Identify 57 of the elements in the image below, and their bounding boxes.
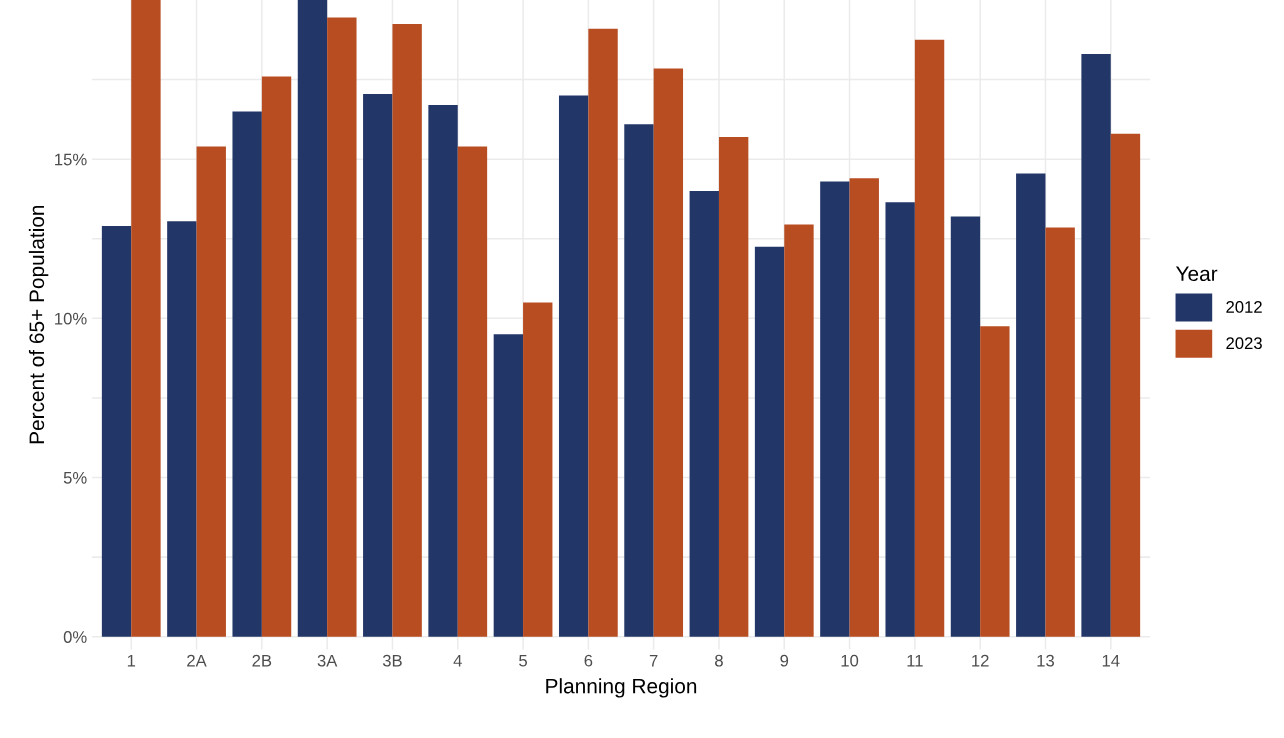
y-axis-title: Percent of 65+ Population [28,205,49,444]
x-tick-label: 1 [127,654,136,667]
legend-label: 2023 [1226,337,1262,350]
x-tick-label: 5 [519,654,527,667]
bar [196,146,226,637]
y-tick-label: 15% [55,153,87,166]
bar [457,146,488,637]
bar [493,334,524,637]
y-tick-label: 10% [55,312,87,325]
x-tick-label: 2B [252,654,272,667]
bar [232,111,262,637]
x-tick-label: 7 [649,654,658,667]
x-tick-label: 13 [1037,654,1055,667]
bar [754,246,785,637]
bar [523,302,553,637]
x-tick-label: 2A [187,654,207,667]
bar [820,181,850,637]
bar [131,0,161,637]
bar [784,224,814,637]
bar [588,28,618,637]
x-tick-label: 6 [584,654,593,667]
bar [950,216,981,637]
x-tick-label: 12 [972,654,989,667]
legend-title: Year [1175,266,1218,282]
x-tick-label: 10 [841,654,859,667]
bar [653,68,684,637]
y-tick-label: 5% [63,472,87,484]
bar [363,93,393,637]
bar [428,105,458,637]
bar [101,226,132,637]
bar [297,0,328,637]
bar [558,95,589,637]
x-tick-label: 4 [453,654,462,667]
y-tick-label: 0% [63,631,87,643]
bar [624,124,654,637]
legend-label: 2012 [1226,301,1262,313]
bar [1016,173,1046,637]
x-axis-title: Planning Region [546,678,697,698]
bar [718,136,749,637]
bar [849,178,879,637]
bar [1110,133,1141,637]
bar [327,17,357,637]
x-tick-label: 8 [715,654,723,667]
bar [392,23,422,637]
bar [167,221,197,637]
x-tick-label: 14 [1102,654,1120,667]
bar [261,76,292,637]
bar [1045,227,1075,637]
bar [885,202,915,637]
bar [1081,54,1111,637]
bar [980,326,1010,637]
bar [689,191,719,637]
bar [914,39,945,637]
x-tick-label: 3B [382,654,402,667]
x-tick-label: 3A [317,654,338,667]
x-tick-label: 9 [780,654,789,667]
x-tick-label: 11 [907,654,923,667]
